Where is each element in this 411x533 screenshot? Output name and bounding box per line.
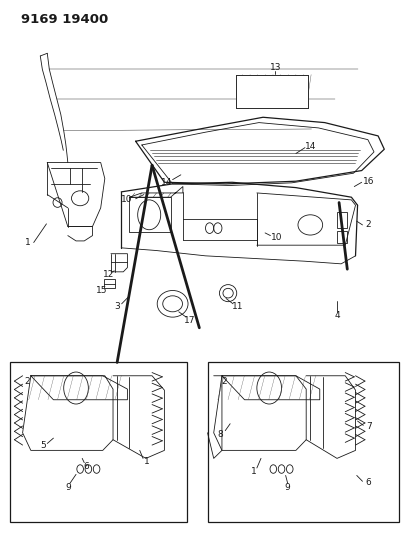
Text: 11: 11 xyxy=(232,302,243,311)
Text: 16: 16 xyxy=(363,177,374,185)
Bar xyxy=(337,212,347,228)
Text: 2: 2 xyxy=(24,377,30,385)
Text: 9169 19400: 9169 19400 xyxy=(21,13,108,26)
Text: 15: 15 xyxy=(96,286,107,295)
Text: 2: 2 xyxy=(221,377,227,385)
Text: 8: 8 xyxy=(217,430,223,439)
Bar xyxy=(236,75,308,108)
Text: 1: 1 xyxy=(25,238,31,247)
Text: 9: 9 xyxy=(65,483,71,492)
Text: 2: 2 xyxy=(366,221,372,229)
Bar xyxy=(208,362,399,522)
Bar xyxy=(337,231,347,243)
Text: 9: 9 xyxy=(285,483,291,492)
Text: 4: 4 xyxy=(334,311,340,320)
Text: 5: 5 xyxy=(40,441,46,449)
Text: 13: 13 xyxy=(270,63,281,72)
Text: 17: 17 xyxy=(184,317,196,325)
Text: 14: 14 xyxy=(161,178,172,187)
Text: 7: 7 xyxy=(366,422,372,431)
Text: 1: 1 xyxy=(251,467,257,476)
Text: 14: 14 xyxy=(305,142,316,151)
Text: 12: 12 xyxy=(103,270,115,279)
Text: 10: 10 xyxy=(121,196,132,204)
Text: 6: 6 xyxy=(83,462,89,471)
Bar xyxy=(10,362,187,522)
Text: 10: 10 xyxy=(271,233,282,241)
Bar xyxy=(104,279,115,288)
Text: 1: 1 xyxy=(144,457,150,465)
Text: 3: 3 xyxy=(114,302,120,311)
Text: 6: 6 xyxy=(366,478,372,487)
